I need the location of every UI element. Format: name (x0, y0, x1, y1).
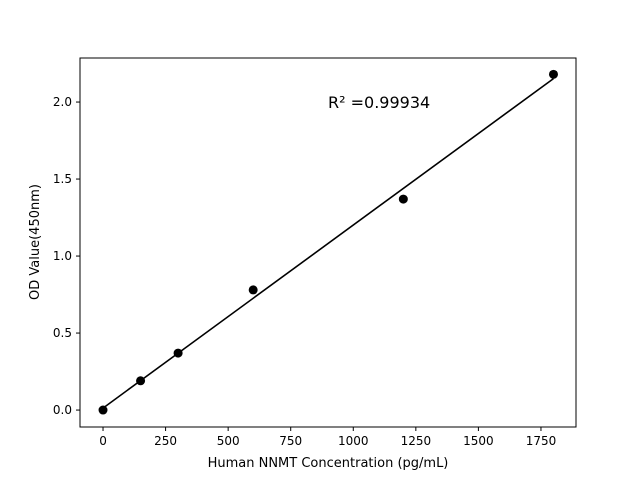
data-point (248, 285, 258, 295)
y-tick-label: 1.5 (53, 172, 72, 186)
data-point (136, 376, 146, 386)
y-tick-label: 0.5 (53, 326, 72, 340)
y-tick-label: 0.0 (53, 403, 72, 417)
fit-line (102, 77, 554, 409)
plot-frame (79, 57, 577, 428)
data-point (548, 69, 558, 79)
x-tick-label: 750 (279, 434, 302, 448)
data-point (398, 194, 408, 204)
x-tick-label: 1250 (401, 434, 432, 448)
x-tick-label: 1500 (463, 434, 494, 448)
x-tick-label: 500 (217, 434, 240, 448)
y-axis-label: OD Value(450nm) (28, 184, 43, 300)
x-tick-label: 1000 (338, 434, 369, 448)
x-tick-label: 1750 (526, 434, 557, 448)
y-tick-label: 1.0 (53, 249, 72, 263)
data-point (98, 405, 108, 415)
x-axis-label: Human NNMT Concentration (pg/mL) (208, 456, 449, 471)
x-tick-label: 0 (99, 434, 107, 448)
annotation-r-squared: R² =0.99934 (328, 93, 430, 112)
data-point (173, 348, 183, 358)
x-tick-label: 250 (154, 434, 177, 448)
y-tick-label: 2.0 (53, 95, 72, 109)
